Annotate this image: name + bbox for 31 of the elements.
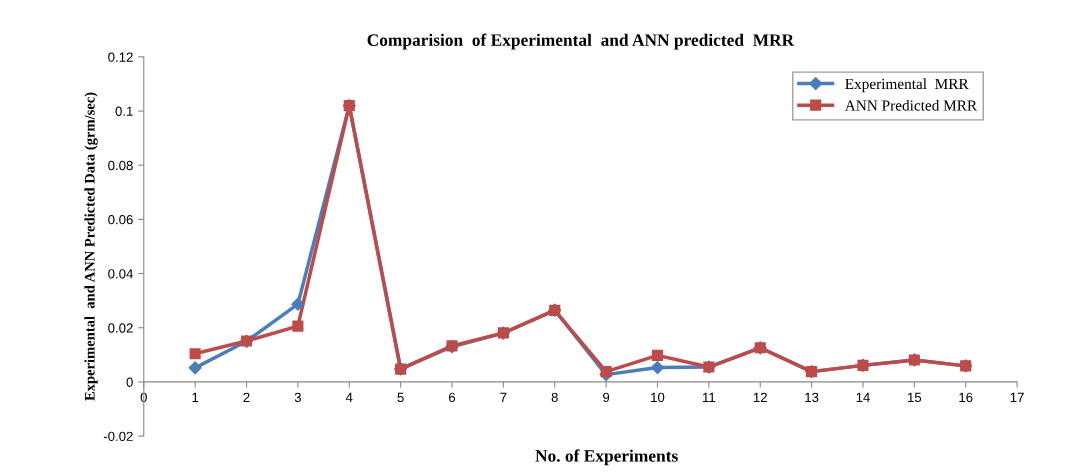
y-tick-label: 0.04 bbox=[108, 269, 133, 279]
chart-title: Comparision of Experimental and ANN predicted MRR bbox=[367, 33, 795, 50]
x-axis-title: No. of Experiments bbox=[535, 449, 678, 466]
y-tick-label: 0.1 bbox=[115, 106, 133, 116]
y-tick-label: 0.02 bbox=[108, 323, 133, 333]
x-tick-label: 9 bbox=[603, 392, 610, 403]
x-tick-label: 14 bbox=[856, 392, 870, 402]
x-tick-label: 0 bbox=[140, 392, 147, 403]
x-tick-label: 8 bbox=[551, 392, 558, 403]
x-tick-label: 17 bbox=[1010, 392, 1024, 402]
y-tick-label: 0.06 bbox=[108, 214, 133, 225]
y-tick-label: 0 bbox=[126, 377, 133, 387]
y-axis-title: Experimental and ANN Predicted Data (grm/sec) bbox=[84, 92, 98, 401]
y-tick-label: 0.12 bbox=[108, 52, 133, 62]
x-tick-label: 4 bbox=[345, 392, 353, 402]
x-tick-label: 15 bbox=[908, 392, 922, 403]
y-tick-label: -0.02 bbox=[103, 431, 133, 441]
x-tick-label: 7 bbox=[500, 392, 507, 402]
x-tick-label: 10 bbox=[651, 392, 665, 403]
x-tick-label: 1 bbox=[192, 392, 199, 402]
y-tick-label: 0.08 bbox=[108, 160, 133, 171]
x-tick-label: 12 bbox=[753, 392, 767, 402]
x-tick-label: 6 bbox=[449, 392, 456, 403]
x-tick-label: 11 bbox=[703, 392, 716, 402]
x-tick-label: 3 bbox=[294, 392, 301, 403]
x-tick-label: 16 bbox=[959, 392, 973, 403]
legend-label: ANN Predicted MRR bbox=[844, 99, 978, 111]
x-tick-label: 5 bbox=[397, 392, 404, 403]
legend-label: Experimental MRR bbox=[845, 78, 969, 93]
x-tick-label: 13 bbox=[805, 392, 819, 403]
x-tick-label: 2 bbox=[243, 392, 250, 402]
